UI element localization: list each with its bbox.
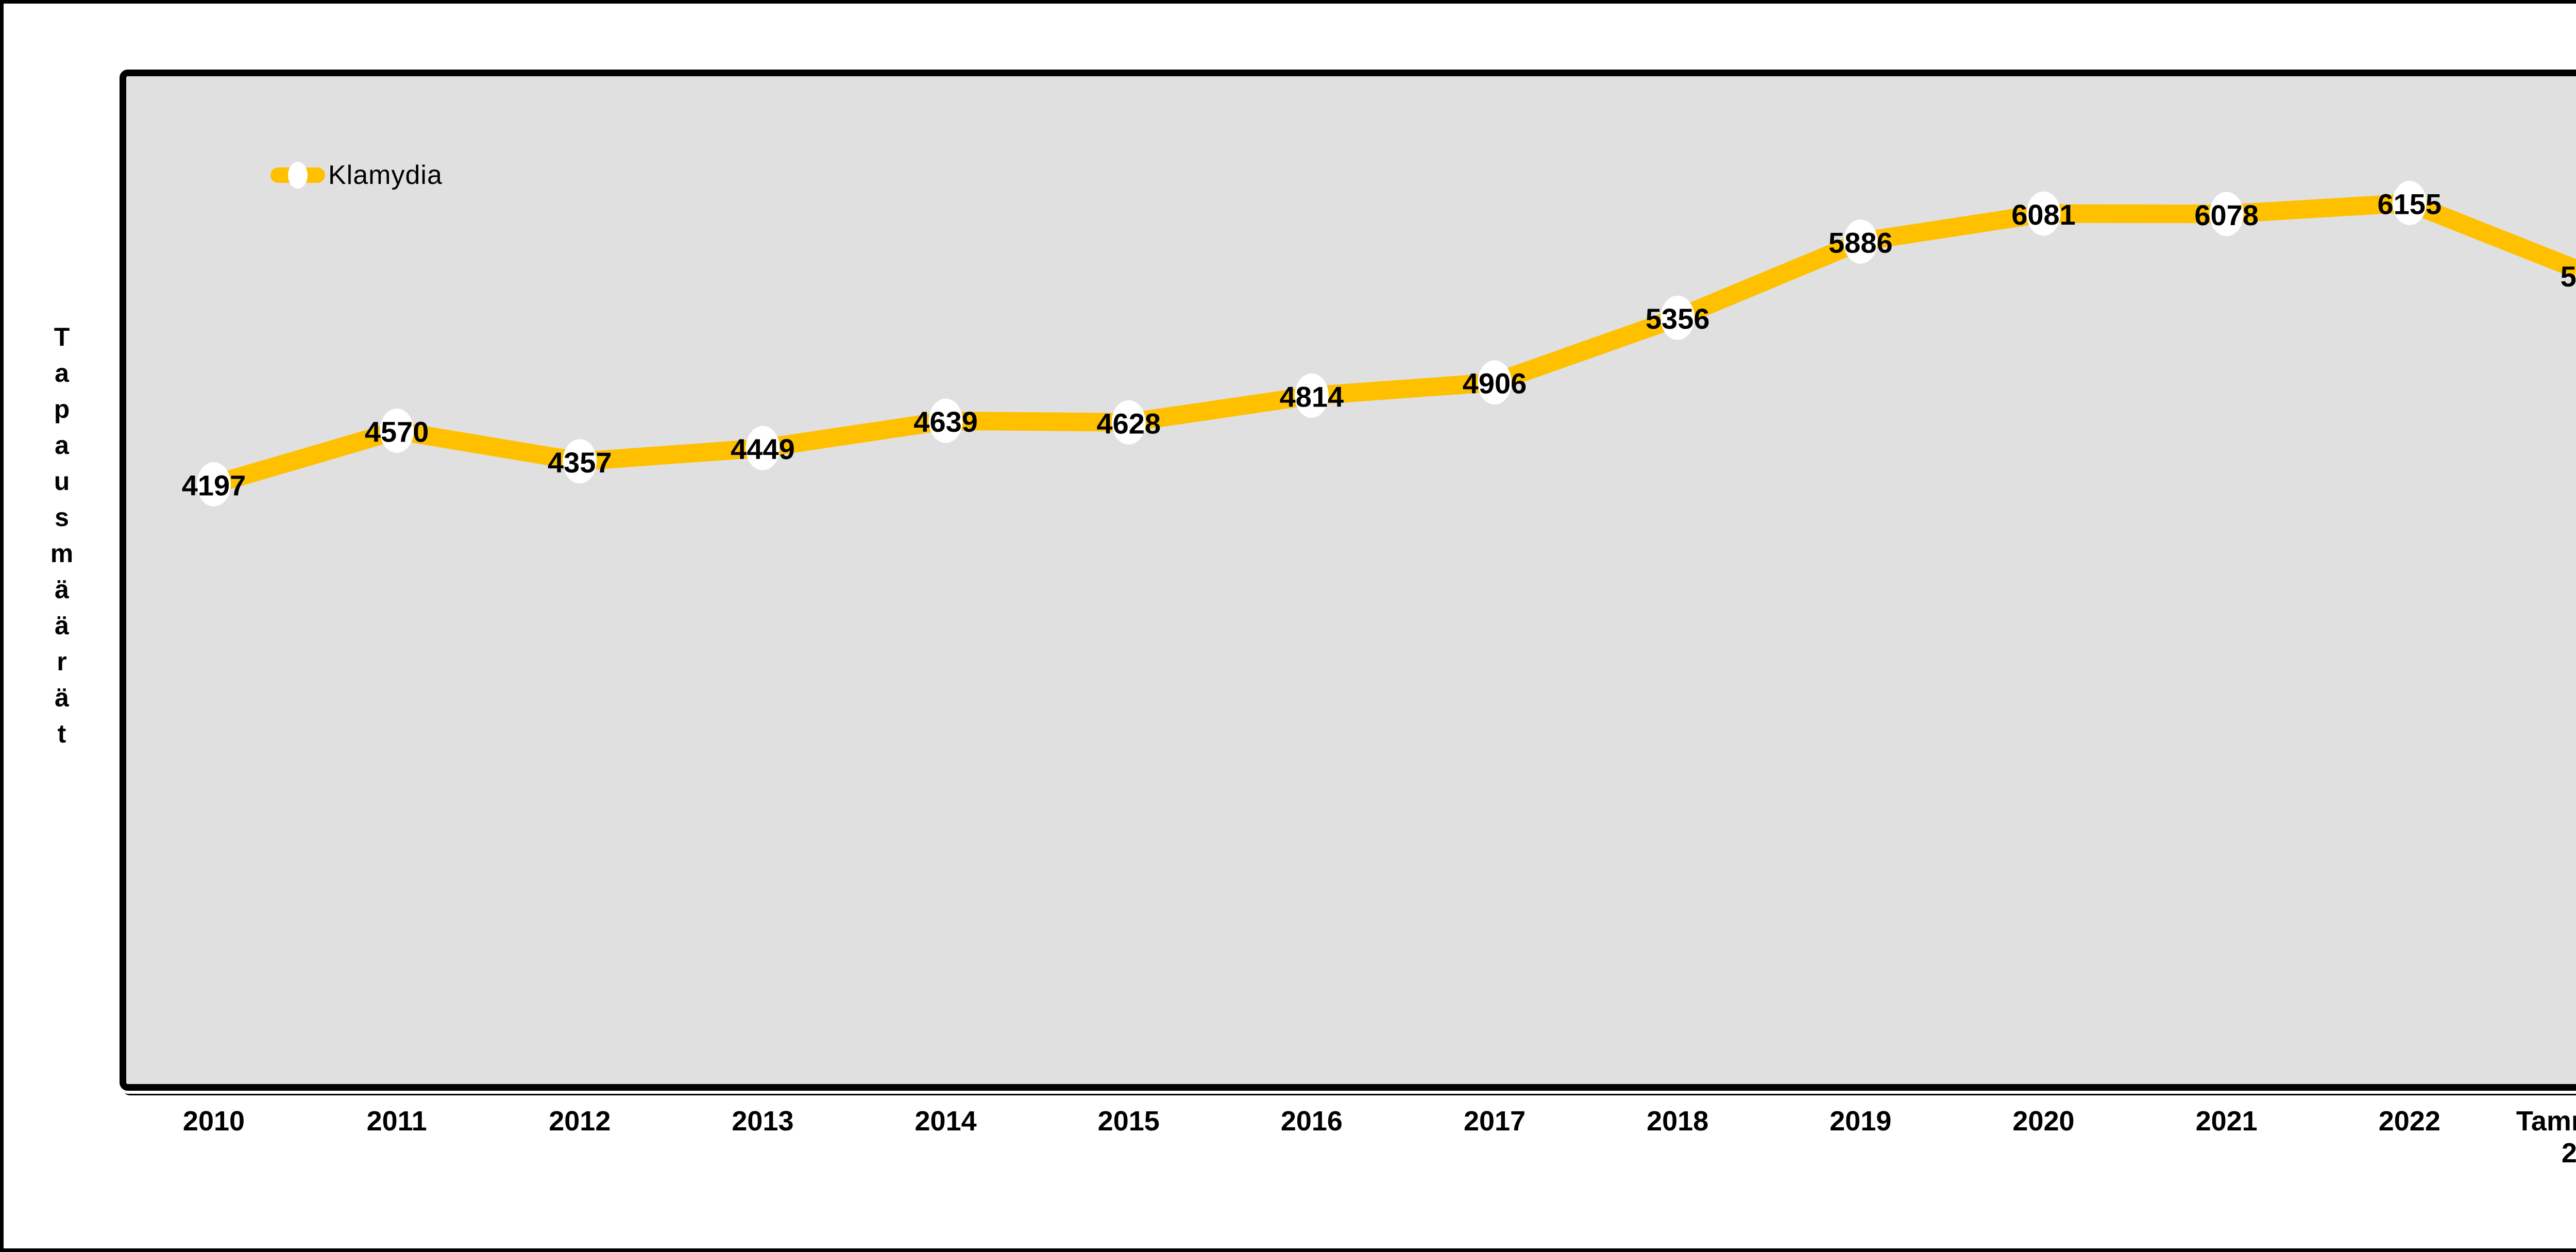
data-label: 6081 [2011, 198, 2076, 231]
data-point-marker [380, 408, 414, 453]
data-label: 4357 [548, 446, 612, 479]
data-label: 4449 [731, 433, 795, 465]
x-axis-label: 2015 [1097, 1106, 1160, 1137]
data-point-marker [563, 439, 597, 484]
legend-line-swatch [270, 162, 325, 189]
x-axis-label: 2021 [2195, 1106, 2258, 1137]
data-label: 5886 [1828, 226, 1893, 259]
x-axis-label: 2019 [1829, 1106, 1892, 1137]
x-axis-label: 2012 [549, 1106, 611, 1137]
x-axis-label: 2018 [1647, 1106, 1709, 1137]
data-label: 4814 [1280, 380, 1344, 413]
legend: Klamydia [270, 160, 443, 191]
data-point-marker [2209, 192, 2244, 236]
data-label: 6155 [2378, 188, 2442, 220]
data-label: 4570 [365, 415, 429, 448]
data-point-marker [745, 426, 780, 470]
data-point-marker [1111, 400, 1146, 445]
series-line [205, 193, 2576, 494]
x-axis-label: 2017 [1463, 1106, 1526, 1137]
line-chart: 4197 4570 4357 4449 4639 4628 4814 4906 5356 5886… [182, 180, 2576, 506]
data-label: 5356 [1646, 302, 1710, 335]
data-point-marker [1294, 373, 1329, 418]
x-axis-label: 2013 [732, 1106, 794, 1137]
x-axis-label: Tammi-loka 2023 [2516, 1106, 2576, 1169]
plot-area: 4197 4570 4357 4449 4639 4628 4814 4906 5356 5886… [120, 70, 2576, 1091]
x-axis-label: 2020 [2012, 1106, 2075, 1137]
data-label: 4197 [182, 469, 246, 501]
data-label: 4628 [1096, 407, 1161, 439]
data-point-marker [2392, 180, 2427, 225]
data-label: 5650 [2561, 260, 2576, 293]
x-axis-label: 2016 [1280, 1106, 1343, 1137]
x-axis-labels: 2010 2011 2012 2013 2014 2015 2016 2017 2018 2019… [4, 1105, 2576, 1219]
x-axis-label: 2011 [366, 1106, 427, 1137]
x-axis-label: 2010 [182, 1106, 245, 1137]
data-point-marker [1843, 219, 1878, 264]
x-axis-label: 2014 [914, 1106, 977, 1137]
data-label: 4906 [1463, 367, 1527, 400]
legend-label: Klamydia [328, 160, 443, 190]
data-label: 4639 [913, 405, 978, 438]
data-point-marker [197, 462, 231, 506]
data-label: 6078 [2194, 199, 2259, 231]
data-point-marker [1660, 295, 1695, 340]
data-point-marker [2026, 191, 2061, 236]
data-point-marker [1478, 360, 1512, 405]
data-point-marker [928, 398, 963, 443]
legend-marker-icon [288, 162, 308, 189]
y-axis-title: T a p a u s m ä ä r ä t [50, 323, 74, 748]
x-axis-label: 2022 [2378, 1106, 2441, 1137]
